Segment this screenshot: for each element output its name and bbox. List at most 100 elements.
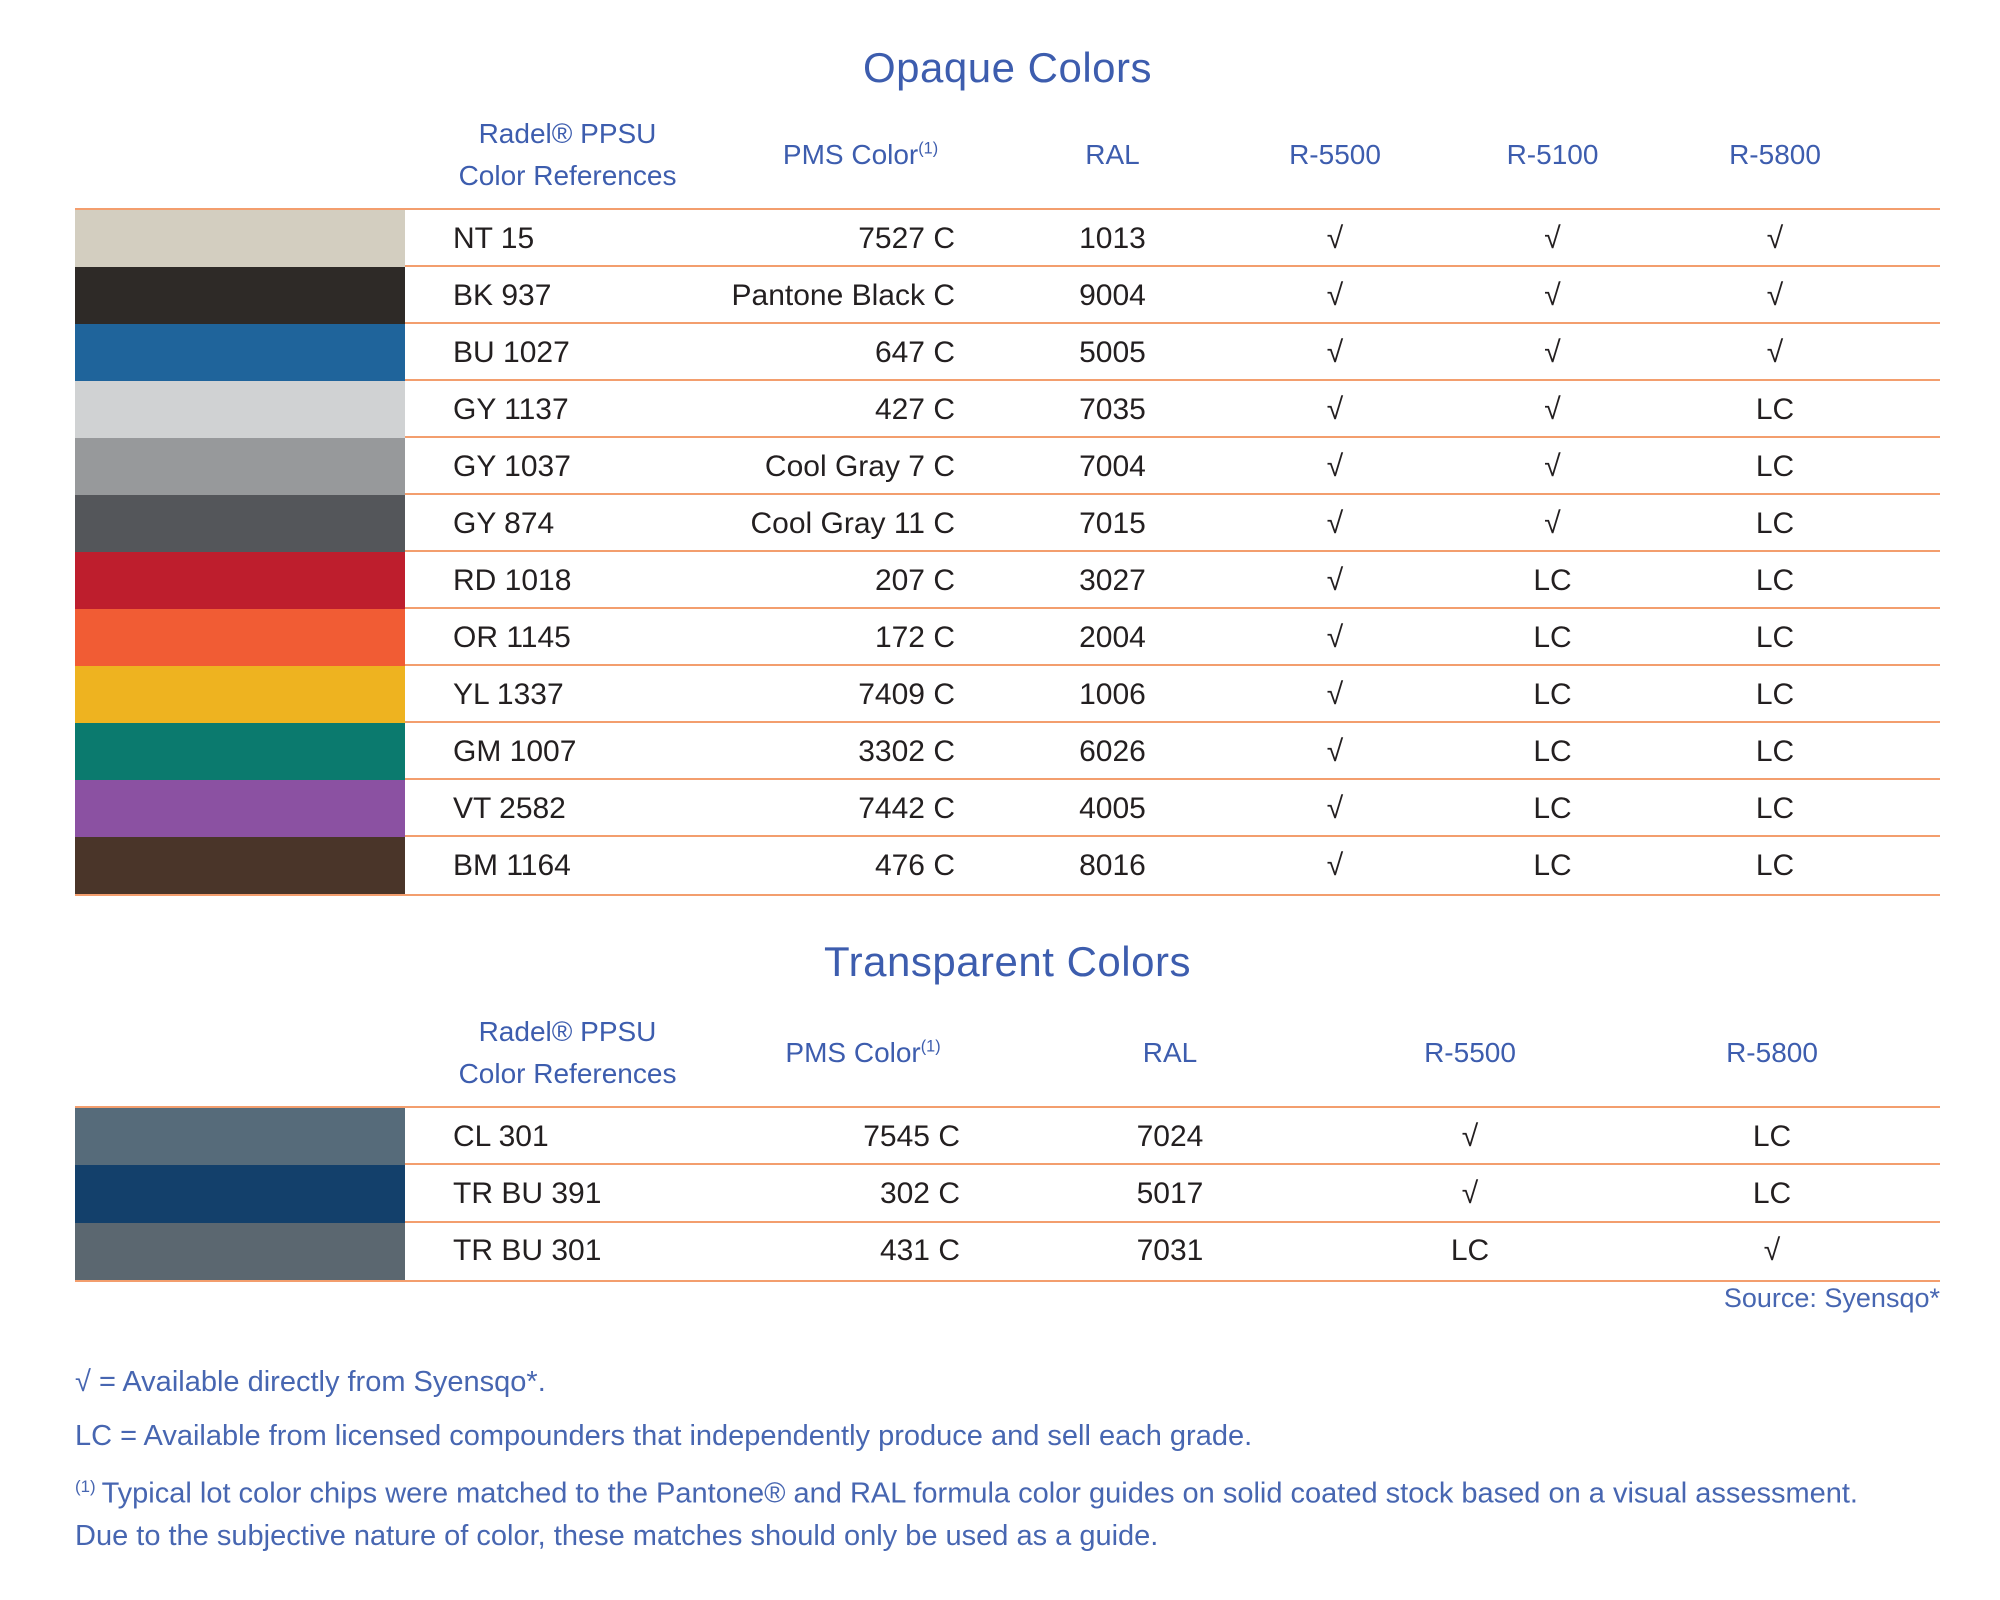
ral-cell: 1013 xyxy=(1079,221,1146,255)
color-reference-cell: NT 15 xyxy=(453,221,535,255)
row-divider xyxy=(75,607,1940,609)
color-row-gy-1137: GY 1137 427 C 7035 √ √ LC xyxy=(75,381,1845,438)
color-swatch xyxy=(75,381,405,438)
availability-cell-r5800: LC xyxy=(1755,848,1795,882)
pms-color-cell: 302 C xyxy=(879,1176,960,1210)
color-reference-cell: GM 1007 xyxy=(453,734,577,768)
row-divider xyxy=(75,550,1940,552)
color-row-yl-1337: YL 1337 7409 C 1006 √ LC LC xyxy=(75,666,1845,723)
opaque-colors-title: Opaque Colors xyxy=(863,44,1152,91)
color-swatch xyxy=(75,210,405,267)
row-divider xyxy=(75,1220,1940,1223)
header-color-references: Radel® PPSU Color References xyxy=(405,113,700,197)
color-reference-cell: VT 2582 xyxy=(453,791,566,825)
row-divider xyxy=(75,1163,1940,1166)
ral-cell: 5017 xyxy=(1136,1176,1204,1210)
color-row-gm-1007: GM 1007 3302 C 6026 √ LC LC xyxy=(75,723,1845,780)
color-reference-cell: TR BU 391 xyxy=(453,1176,602,1210)
availability-cell-r5500: √ xyxy=(1326,506,1344,540)
ral-cell: 6026 xyxy=(1079,734,1146,768)
color-row-bm-1164: BM 1164 476 C 8016 √ LC LC xyxy=(75,837,1845,894)
header-r5100: R-5100 xyxy=(1506,139,1599,170)
pms-color-cell: Pantone Black C xyxy=(731,278,955,312)
color-swatch xyxy=(75,609,405,666)
header-r5800: R-5800 xyxy=(1726,1037,1818,1068)
opaque-table-body: NT 15 7527 C 1013 √ √ √ BK 937 Pantone Black C 9… xyxy=(75,210,1845,894)
availability-cell-r5800: LC xyxy=(1755,791,1795,825)
color-row-gy-1037: GY 1037 Cool Gray 7 C 7004 √ √ LC xyxy=(75,438,1845,495)
header-ref-line2: Color References xyxy=(458,1058,677,1089)
row-divider xyxy=(75,835,1940,837)
color-swatch xyxy=(75,780,405,837)
color-row-bu-1027: BU 1027 647 C 5005 √ √ √ xyxy=(75,324,1845,381)
availability-cell-r5800: √ xyxy=(1766,278,1784,312)
availability-cell-r5100: √ xyxy=(1544,449,1561,483)
ral-cell: 2004 xyxy=(1079,620,1146,654)
row-divider xyxy=(75,721,1940,723)
color-reference-cell: GY 1137 xyxy=(453,392,569,426)
header-r5800: R-5800 xyxy=(1729,139,1821,170)
pms-color-cell: 7527 C xyxy=(858,221,955,255)
availability-cell-r5500: √ xyxy=(1326,221,1344,255)
row-divider xyxy=(75,436,1940,438)
footnote: (1) Typical lot color chips were matched … xyxy=(75,1466,1875,1557)
pms-color-cell: 427 C xyxy=(874,392,955,426)
color-row-rd-1018: RD 1018 207 C 3027 √ LC LC xyxy=(75,552,1845,609)
color-swatch xyxy=(75,552,405,609)
color-row-cl-301: CL 301 7545 C 7024 √ LC xyxy=(75,1108,1940,1166)
availability-cell-r5500: √ xyxy=(1326,791,1344,825)
color-swatch xyxy=(75,837,405,894)
legend-lc: LC = Available from licensed compounders… xyxy=(75,1420,1253,1452)
row-divider xyxy=(75,208,1940,210)
pms-color-cell: 3302 C xyxy=(858,734,955,768)
row-divider xyxy=(75,493,1940,495)
availability-cell-r5500: √ xyxy=(1326,563,1344,597)
color-reference-cell: BU 1027 xyxy=(453,335,570,369)
availability-cell-r5100: LC xyxy=(1533,734,1572,768)
availability-cell-r5800: √ xyxy=(1766,335,1784,369)
availability-cell-r5500: √ xyxy=(1326,848,1344,882)
color-swatch xyxy=(75,1165,405,1223)
availability-cell-r5100: √ xyxy=(1544,392,1561,426)
color-reference-cell: CL 301 xyxy=(453,1119,549,1153)
color-row-tr-bu-391: TR BU 391 302 C 5017 √ LC xyxy=(75,1165,1940,1223)
transparent-table-header: Radel® PPSU Color References PMS Color(1… xyxy=(75,1003,1940,1103)
availability-cell-r5500: √ xyxy=(1326,278,1344,312)
color-swatch xyxy=(75,495,405,552)
color-row-tr-bu-301: TR BU 301 431 C 7031 LC √ xyxy=(75,1222,1940,1280)
pms-color-cell: 476 C xyxy=(874,848,955,882)
header-pms-color: PMS Color(1) xyxy=(782,139,939,170)
color-row-or-1145: OR 1145 172 C 2004 √ LC LC xyxy=(75,609,1845,666)
ral-cell: 9004 xyxy=(1079,278,1146,312)
row-divider xyxy=(75,664,1940,666)
color-swatch xyxy=(75,1108,405,1166)
ral-cell: 7031 xyxy=(1136,1234,1204,1268)
color-swatch xyxy=(75,438,405,495)
row-divider xyxy=(75,894,1940,896)
ral-cell: 8016 xyxy=(1079,848,1146,882)
header-ral: RAL xyxy=(1142,1037,1198,1068)
availability-cell-r5800: √ xyxy=(1766,221,1784,255)
pms-color-cell: 647 C xyxy=(874,335,955,369)
color-row-vt-2582: VT 2582 7442 C 4005 √ LC LC xyxy=(75,780,1845,837)
availability-cell-r5800: LC xyxy=(1755,506,1795,540)
color-row-gy-874: GY 874 Cool Gray 11 C 7015 √ √ LC xyxy=(75,495,1845,552)
availability-cell-r5800: LC xyxy=(1752,1119,1792,1153)
availability-cell-r5100: √ xyxy=(1544,278,1561,312)
availability-cell-r5500: √ xyxy=(1461,1119,1479,1153)
pms-color-cell: 207 C xyxy=(874,563,955,597)
header-pms-color: PMS Color(1) xyxy=(785,1037,941,1068)
header-ral: RAL xyxy=(1085,139,1140,170)
availability-cell-r5500: √ xyxy=(1326,734,1344,768)
availability-cell-r5800: LC xyxy=(1755,392,1795,426)
header-r5500: R-5500 xyxy=(1424,1037,1516,1068)
pms-color-cell: Cool Gray 11 C xyxy=(750,506,955,540)
row-divider xyxy=(75,1279,1940,1282)
color-swatch xyxy=(75,666,405,723)
pms-footnote-marker: (1) xyxy=(918,139,939,158)
color-reference-cell: TR BU 301 xyxy=(453,1234,602,1268)
availability-cell-r5100: √ xyxy=(1544,221,1561,255)
color-row-bk-937: BK 937 Pantone Black C 9004 √ √ √ xyxy=(75,267,1845,324)
color-swatch xyxy=(75,723,405,780)
